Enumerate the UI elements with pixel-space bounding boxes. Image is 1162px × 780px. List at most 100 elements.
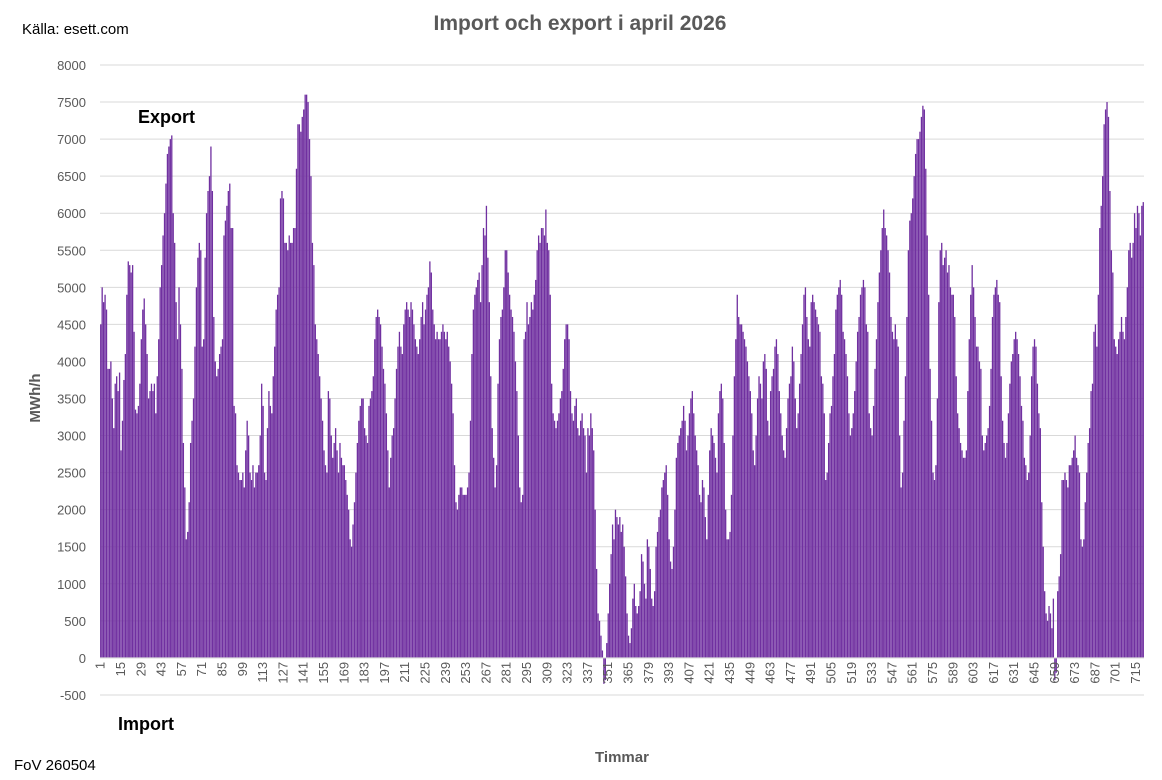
bar	[458, 494, 460, 658]
bar	[543, 235, 546, 658]
bar	[101, 287, 103, 658]
bar	[582, 428, 585, 658]
bar	[981, 435, 983, 658]
bar	[836, 294, 838, 658]
bar	[340, 457, 343, 658]
bar	[870, 428, 872, 658]
bar	[775, 339, 778, 658]
bar	[972, 287, 975, 658]
bar	[842, 331, 844, 658]
x-tick-label: 99	[235, 662, 250, 676]
bar	[787, 398, 789, 658]
bar	[184, 487, 186, 658]
bar	[195, 287, 198, 658]
bar	[356, 442, 359, 658]
bar	[765, 368, 767, 658]
bar	[632, 598, 634, 658]
bar	[1132, 242, 1134, 658]
bar	[717, 413, 720, 658]
bar	[772, 368, 775, 658]
bar	[490, 376, 492, 658]
bar	[698, 494, 701, 658]
bar	[1125, 316, 1127, 658]
y-tick-label: -500	[60, 688, 86, 703]
bar	[255, 472, 257, 658]
bar	[536, 250, 538, 658]
bar	[147, 398, 150, 658]
bar	[946, 272, 949, 658]
bar	[526, 302, 528, 658]
bar	[611, 524, 614, 658]
bar	[709, 450, 711, 658]
bar	[1030, 376, 1033, 658]
bar	[617, 524, 620, 658]
bar	[133, 331, 135, 658]
bar	[156, 376, 158, 658]
x-tick-label: 253	[458, 662, 473, 684]
bar	[1120, 316, 1123, 658]
bar	[137, 405, 140, 658]
bar	[935, 465, 937, 658]
x-tick-label: 407	[681, 662, 696, 684]
grid: -500 0 500 1000 1500 2000 2500 3000 3500 4000 4500…	[57, 58, 1144, 703]
bar	[369, 398, 372, 658]
bar	[730, 494, 733, 658]
bar	[336, 450, 338, 658]
bar	[1054, 657, 1056, 681]
bar	[622, 524, 624, 658]
x-tick-label: 155	[316, 662, 331, 684]
bar	[290, 242, 292, 658]
bar	[145, 324, 147, 658]
bar	[166, 153, 169, 658]
bar	[130, 272, 132, 658]
bar	[629, 643, 631, 658]
bar	[926, 235, 928, 658]
bar	[484, 235, 486, 658]
bar	[780, 413, 782, 658]
bar	[745, 346, 747, 658]
x-tick-label: 281	[499, 662, 514, 684]
bar	[506, 250, 508, 658]
bar	[1006, 442, 1008, 658]
x-tick-label: 113	[255, 662, 270, 683]
x-tick-label: 575	[925, 662, 940, 684]
bar	[1061, 480, 1063, 658]
bar	[822, 383, 824, 658]
x-tick-label: 547	[884, 662, 899, 684]
bar	[769, 391, 772, 658]
bar	[1067, 487, 1069, 658]
bar	[1058, 576, 1060, 658]
bar	[725, 509, 727, 658]
bar	[174, 242, 176, 658]
bar	[783, 450, 785, 658]
bar	[1128, 250, 1130, 658]
bar	[304, 94, 306, 658]
bar	[1078, 472, 1081, 658]
bar	[1123, 339, 1126, 658]
bar	[897, 346, 899, 658]
bar	[245, 450, 247, 658]
bar	[262, 405, 264, 658]
x-tick-label: 85	[215, 662, 230, 676]
x-tick-label: 491	[803, 662, 818, 684]
bar	[987, 428, 989, 658]
bar	[450, 383, 453, 658]
bar	[226, 205, 228, 658]
bar	[566, 324, 569, 658]
bar	[1122, 331, 1124, 658]
bar	[838, 287, 840, 658]
bar	[432, 309, 434, 658]
bar	[155, 413, 157, 658]
bar	[1038, 413, 1040, 658]
bar	[983, 450, 985, 658]
bar	[320, 398, 322, 658]
bar	[549, 294, 551, 658]
x-tick-label: 29	[133, 662, 148, 676]
bar	[930, 420, 933, 658]
bar	[313, 265, 315, 658]
bar	[495, 465, 498, 658]
bar	[923, 109, 925, 658]
bar	[323, 450, 325, 658]
bar	[697, 465, 699, 658]
bar	[706, 539, 708, 658]
